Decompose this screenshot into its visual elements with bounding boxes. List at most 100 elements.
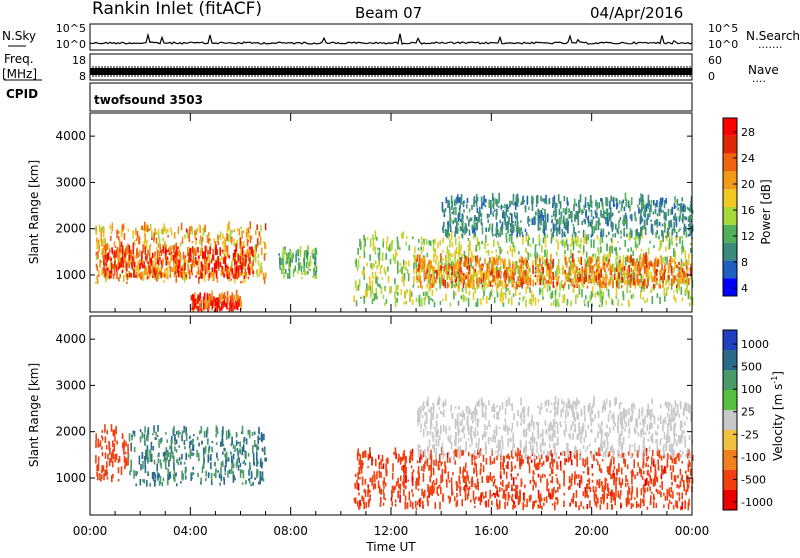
echo-cell [192, 467, 194, 470]
echo-cell [378, 470, 380, 473]
echo-cell [563, 208, 565, 213]
echo-cell [471, 454, 473, 462]
echo-cell [444, 215, 446, 217]
echo-cell [445, 257, 447, 264]
echo-cell [668, 263, 670, 270]
echo-cell [542, 273, 544, 279]
echo-cell [404, 462, 406, 469]
echo-cell [314, 262, 316, 265]
echo-cell [673, 222, 675, 231]
echo-cell [494, 479, 496, 481]
echo-cell [544, 474, 546, 477]
echo-cell [298, 258, 300, 262]
echo-cell [260, 459, 262, 467]
echo-cell [567, 201, 569, 206]
echo-cell [386, 471, 388, 477]
echo-cell [118, 479, 120, 482]
echo-cell [630, 498, 632, 501]
echo-cell [405, 456, 407, 463]
echo-cell [303, 266, 305, 273]
echo-cell [665, 266, 667, 269]
echo-cell [482, 227, 484, 235]
echo-cell [570, 249, 572, 254]
echo-cell [597, 291, 599, 295]
echo-cell [494, 209, 496, 212]
echo-cell [166, 255, 168, 257]
echo-cell [400, 484, 402, 491]
echo-cell [124, 466, 126, 470]
echo-cell [392, 240, 394, 244]
echo-cell [615, 258, 617, 265]
echo-cell [596, 453, 598, 456]
echo-cell [105, 245, 107, 253]
echo-cell [516, 282, 518, 289]
echo-cell [312, 249, 314, 254]
echo-cell [471, 217, 473, 220]
echo-cell [517, 485, 519, 489]
echo-cell [199, 277, 201, 280]
echo-cell [617, 203, 619, 207]
echo-cell [652, 263, 654, 267]
echo-cell [248, 453, 250, 457]
echo-cell [665, 257, 667, 262]
echo-cell [500, 271, 502, 275]
nsky-left-tick-bottom: 10^0 [56, 38, 86, 51]
echo-cell [105, 436, 107, 441]
echo-cell [121, 229, 123, 237]
echo-cell [472, 476, 474, 485]
echo-cell [528, 277, 530, 282]
echo-cell [127, 448, 129, 455]
echo-cell [265, 273, 267, 279]
echo-cell [653, 245, 655, 248]
echo-cell [393, 254, 395, 261]
echo-cell [217, 235, 219, 243]
echo-cell [458, 264, 460, 268]
echo-cell [546, 457, 548, 462]
echo-cell [669, 221, 671, 227]
echo-cell [449, 258, 451, 262]
echo-cell [154, 256, 156, 261]
echo-cell [356, 300, 358, 306]
echo-cell [495, 234, 497, 236]
echo-cell [588, 216, 590, 223]
echo-cell [442, 202, 444, 211]
echo-cell [303, 258, 305, 267]
echo-cell [181, 223, 183, 230]
echo-cell [649, 241, 651, 244]
echo-cell [166, 261, 168, 266]
echo-cell [527, 217, 529, 224]
echo-cell [419, 255, 421, 264]
echo-cell [260, 262, 262, 270]
echo-cell [584, 300, 586, 305]
echo-cell [615, 486, 617, 493]
echo-cell [192, 241, 194, 243]
echo-cell [265, 223, 267, 230]
echo-cell [176, 449, 178, 453]
echo-cell [547, 214, 549, 223]
echo-cell [682, 197, 684, 201]
echo-cell [238, 442, 240, 444]
echo-cell [631, 197, 633, 204]
echo-cell [589, 296, 591, 303]
echo-cell [685, 471, 687, 474]
echo-cell [521, 256, 523, 264]
echo-cell [614, 466, 616, 470]
echo-cell [487, 214, 489, 219]
echo-cell [513, 284, 515, 289]
echo-cell [608, 488, 610, 496]
echo-cell [231, 279, 233, 281]
echo-cell [298, 263, 300, 266]
echo-cell [578, 474, 580, 478]
echo-cell [484, 282, 486, 290]
echo-cell [648, 195, 650, 204]
echo-cell [362, 452, 364, 458]
echo-cell [561, 212, 563, 219]
echo-cell [575, 271, 577, 279]
echo-cell [481, 271, 483, 279]
echo-cell [631, 295, 633, 299]
echo-cell [627, 464, 629, 469]
echo-cell [563, 285, 565, 287]
echo-cell [122, 270, 124, 273]
echo-cell [176, 275, 178, 283]
echo-cell [369, 490, 371, 493]
